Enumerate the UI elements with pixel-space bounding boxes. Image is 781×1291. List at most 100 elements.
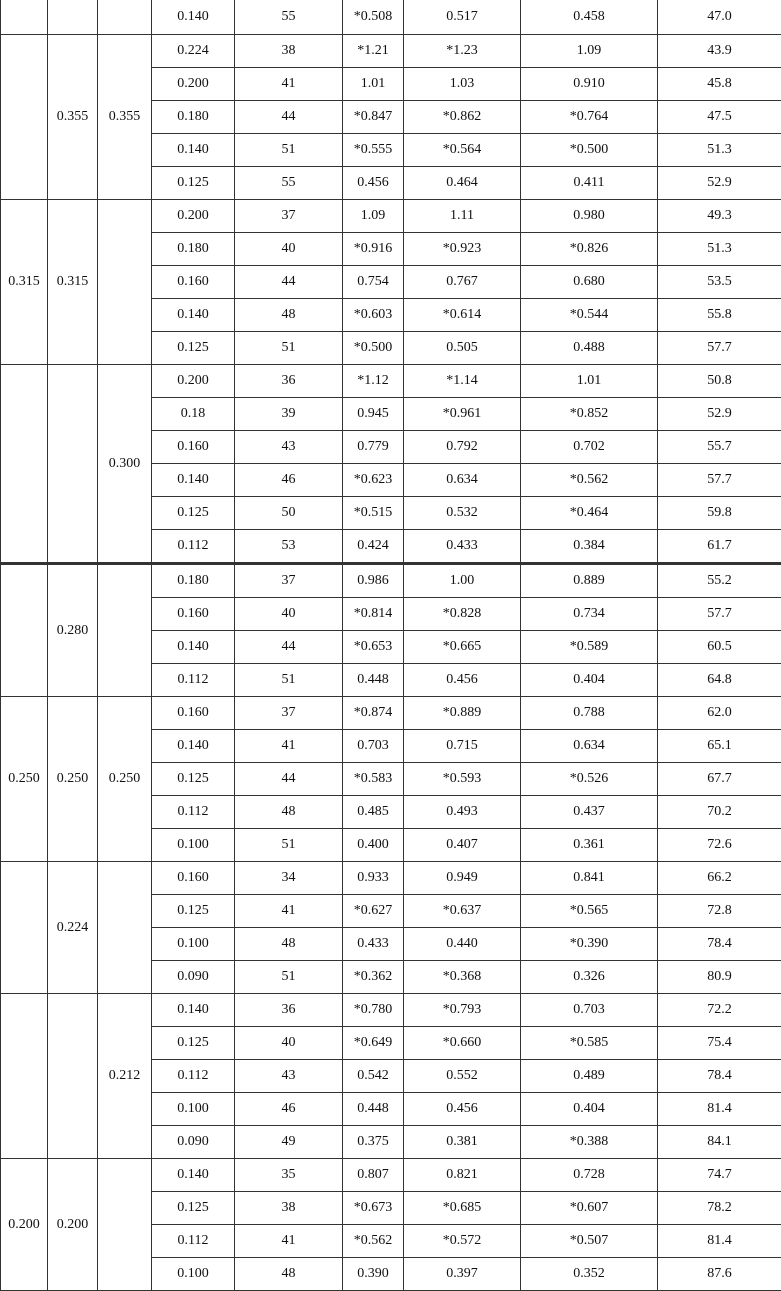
value-cell: *1.23	[404, 35, 521, 68]
value-cell: 0.411	[521, 167, 658, 200]
value-cell: 0.767	[404, 266, 521, 299]
value-cell: *0.665	[404, 631, 521, 664]
value-cell: 36	[235, 365, 343, 398]
value-cell: *0.614	[404, 299, 521, 332]
value-cell: 0.112	[152, 664, 235, 697]
value-cell: *0.961	[404, 398, 521, 431]
value-cell: 0.400	[343, 829, 404, 862]
value-cell: 0.112	[152, 1225, 235, 1258]
value-cell: 0.090	[152, 961, 235, 994]
value-cell: 0.180	[152, 564, 235, 598]
value-cell: 48	[235, 928, 343, 961]
value-cell: *0.852	[521, 398, 658, 431]
value-cell: 75.4	[658, 1027, 781, 1060]
value-cell: *0.916	[343, 233, 404, 266]
value-cell: 0.404	[521, 664, 658, 697]
value-cell: *0.508	[343, 0, 404, 35]
value-cell: *0.847	[343, 101, 404, 134]
value-cell: 53	[235, 530, 343, 564]
value-cell: 61.7	[658, 530, 781, 564]
value-cell: 0.488	[521, 332, 658, 365]
value-cell: *0.388	[521, 1126, 658, 1159]
value-cell: 0.910	[521, 68, 658, 101]
value-cell: 0.390	[343, 1258, 404, 1291]
value-cell: 51	[235, 961, 343, 994]
value-cell: 48	[235, 796, 343, 829]
value-cell: 0.634	[404, 464, 521, 497]
value-cell: 0.361	[521, 829, 658, 862]
value-cell: 0.090	[152, 1126, 235, 1159]
group-c3-cell	[98, 564, 152, 697]
value-cell: 0.352	[521, 1258, 658, 1291]
value-cell: 0.807	[343, 1159, 404, 1192]
value-cell: *0.593	[404, 763, 521, 796]
value-cell: 49.3	[658, 200, 781, 233]
value-cell: 0.397	[404, 1258, 521, 1291]
value-cell: 40	[235, 598, 343, 631]
value-cell: 0.125	[152, 895, 235, 928]
group-c2-cell: 0.355	[48, 35, 98, 200]
group-c3-cell: 0.355	[98, 35, 152, 200]
group-c1-cell	[1, 994, 48, 1159]
value-cell: 0.200	[152, 365, 235, 398]
value-cell: 0.532	[404, 497, 521, 530]
value-cell: 38	[235, 1192, 343, 1225]
value-cell: 1.00	[404, 564, 521, 598]
value-cell: *0.862	[404, 101, 521, 134]
value-cell: 1.01	[343, 68, 404, 101]
value-cell: *0.889	[404, 697, 521, 730]
value-cell: 66.2	[658, 862, 781, 895]
value-cell: 62.0	[658, 697, 781, 730]
value-cell: 37	[235, 697, 343, 730]
value-cell: 0.100	[152, 1258, 235, 1291]
value-cell: *0.562	[521, 464, 658, 497]
value-cell: 41	[235, 68, 343, 101]
value-cell: 60.5	[658, 631, 781, 664]
value-cell: 78.4	[658, 928, 781, 961]
value-cell: 0.949	[404, 862, 521, 895]
value-cell: *1.12	[343, 365, 404, 398]
value-cell: 84.1	[658, 1126, 781, 1159]
value-cell: 72.6	[658, 829, 781, 862]
value-cell: 44	[235, 763, 343, 796]
value-cell: 0.433	[404, 530, 521, 564]
value-cell: 0.140	[152, 631, 235, 664]
group-c3-cell	[98, 862, 152, 994]
value-cell: 0.160	[152, 697, 235, 730]
value-cell: 72.2	[658, 994, 781, 1027]
value-cell: *0.793	[404, 994, 521, 1027]
value-cell: *0.515	[343, 497, 404, 530]
value-cell: 0.456	[343, 167, 404, 200]
value-cell: *0.564	[404, 134, 521, 167]
value-cell: 47.5	[658, 101, 781, 134]
value-cell: 46	[235, 464, 343, 497]
value-cell: 0.160	[152, 431, 235, 464]
value-cell: 0.125	[152, 1027, 235, 1060]
value-cell: 48	[235, 299, 343, 332]
value-cell: 0.703	[343, 730, 404, 763]
value-cell: 41	[235, 1225, 343, 1258]
value-cell: 49	[235, 1126, 343, 1159]
value-cell: 1.03	[404, 68, 521, 101]
value-cell: 0.140	[152, 1159, 235, 1192]
value-cell: 0.493	[404, 796, 521, 829]
value-cell: 1.09	[343, 200, 404, 233]
value-cell: 0.407	[404, 829, 521, 862]
value-cell: 1.09	[521, 35, 658, 68]
value-cell: 0.140	[152, 994, 235, 1027]
value-cell: 0.140	[152, 134, 235, 167]
value-cell: 0.18	[152, 398, 235, 431]
value-cell: 0.125	[152, 497, 235, 530]
value-cell: 57.7	[658, 464, 781, 497]
value-cell: 74.7	[658, 1159, 781, 1192]
value-cell: 0.112	[152, 796, 235, 829]
value-cell: 0.715	[404, 730, 521, 763]
value-cell: *0.507	[521, 1225, 658, 1258]
value-cell: 0.505	[404, 332, 521, 365]
value-cell: *0.814	[343, 598, 404, 631]
value-cell: 0.552	[404, 1060, 521, 1093]
group-c1-cell	[1, 862, 48, 994]
